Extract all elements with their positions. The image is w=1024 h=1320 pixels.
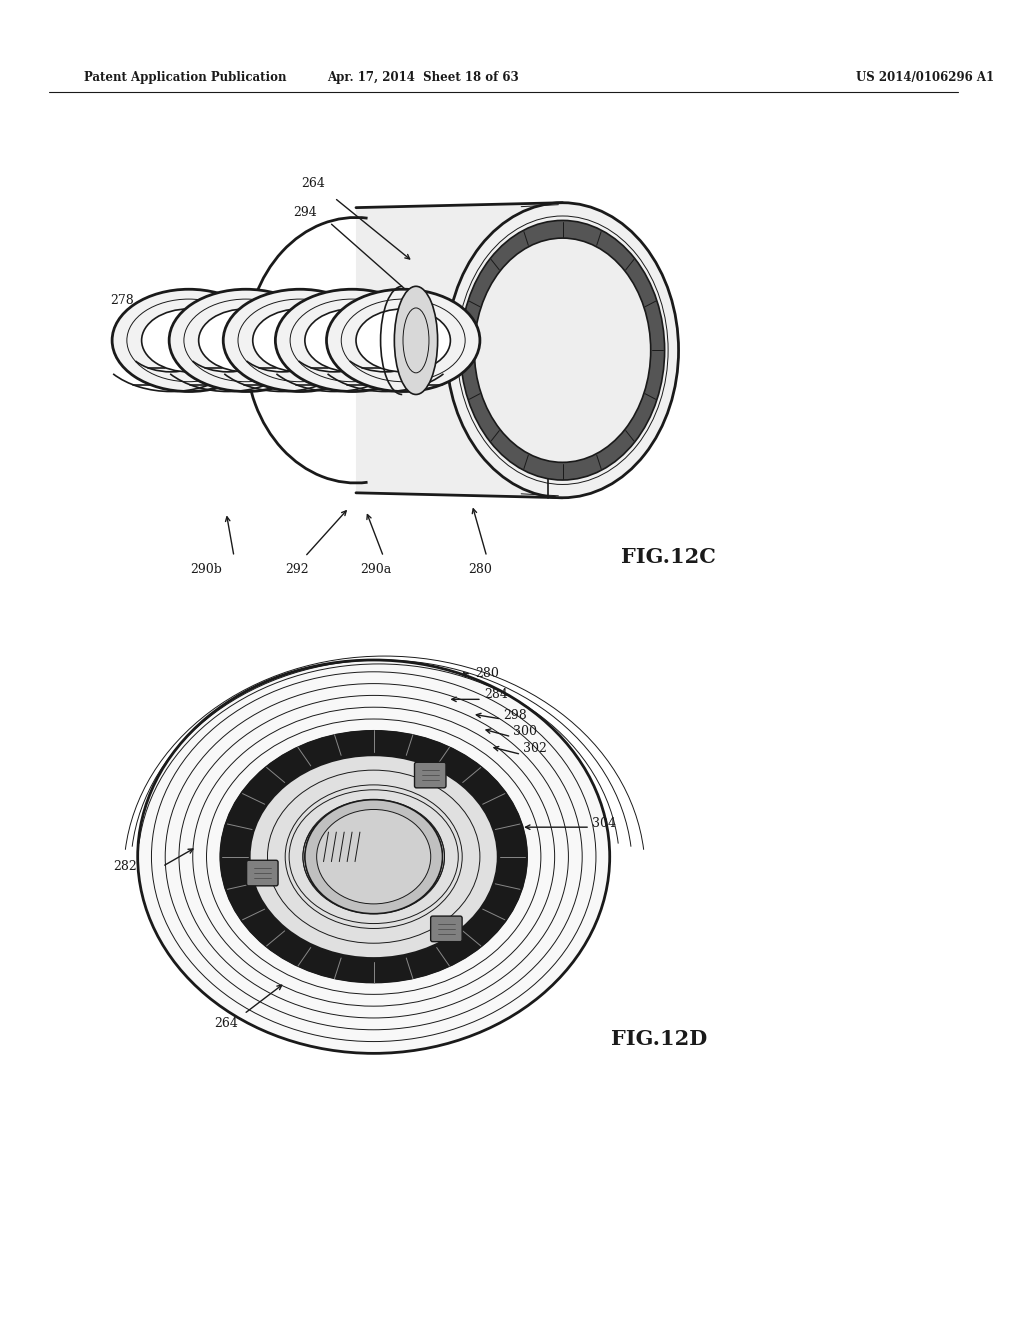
Text: US 2014/0106296 A1: US 2014/0106296 A1 bbox=[856, 71, 993, 84]
Text: 298: 298 bbox=[504, 709, 527, 722]
Text: Patent Application Publication: Patent Application Publication bbox=[84, 71, 286, 84]
Ellipse shape bbox=[394, 286, 437, 395]
Ellipse shape bbox=[169, 289, 323, 392]
Text: 264: 264 bbox=[301, 177, 325, 190]
Text: 280: 280 bbox=[468, 564, 492, 576]
Ellipse shape bbox=[112, 289, 265, 392]
Ellipse shape bbox=[250, 755, 498, 958]
Ellipse shape bbox=[253, 309, 347, 372]
Ellipse shape bbox=[461, 220, 665, 480]
Ellipse shape bbox=[474, 238, 650, 462]
Text: 264: 264 bbox=[214, 1018, 239, 1031]
Ellipse shape bbox=[275, 289, 429, 392]
Text: 290a: 290a bbox=[360, 564, 391, 576]
Text: FIG.12D: FIG.12D bbox=[610, 1028, 707, 1048]
Text: 280: 280 bbox=[475, 668, 499, 680]
Polygon shape bbox=[356, 203, 562, 498]
Ellipse shape bbox=[305, 800, 442, 913]
Text: 278: 278 bbox=[111, 293, 134, 306]
Text: Apr. 17, 2014  Sheet 18 of 63: Apr. 17, 2014 Sheet 18 of 63 bbox=[327, 71, 519, 84]
FancyBboxPatch shape bbox=[247, 861, 279, 886]
Ellipse shape bbox=[220, 731, 527, 982]
Ellipse shape bbox=[356, 309, 451, 372]
Ellipse shape bbox=[223, 289, 377, 392]
FancyBboxPatch shape bbox=[431, 916, 462, 941]
FancyBboxPatch shape bbox=[415, 762, 446, 788]
Ellipse shape bbox=[305, 309, 399, 372]
Text: 300: 300 bbox=[513, 725, 538, 738]
Ellipse shape bbox=[137, 660, 609, 1053]
Text: 292: 292 bbox=[285, 564, 309, 576]
Text: 304: 304 bbox=[592, 817, 616, 830]
Ellipse shape bbox=[316, 809, 431, 904]
Ellipse shape bbox=[199, 309, 293, 372]
Text: 294: 294 bbox=[293, 206, 316, 219]
Ellipse shape bbox=[250, 755, 498, 958]
Ellipse shape bbox=[141, 309, 236, 372]
Text: 284: 284 bbox=[483, 688, 508, 701]
Ellipse shape bbox=[327, 289, 480, 392]
Text: 302: 302 bbox=[523, 742, 547, 755]
Text: 282: 282 bbox=[113, 861, 137, 873]
Text: 290b: 290b bbox=[190, 564, 222, 576]
Ellipse shape bbox=[446, 203, 679, 498]
Text: FIG.12C: FIG.12C bbox=[622, 546, 716, 566]
